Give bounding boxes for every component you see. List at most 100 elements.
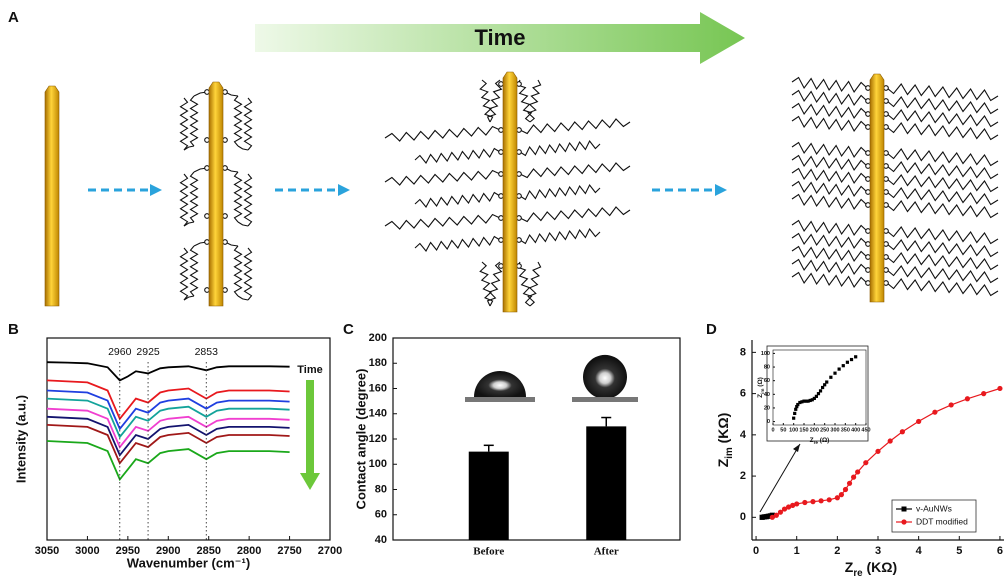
alkyl-chain (179, 173, 189, 227)
spectrum-line (46, 440, 290, 482)
data-point (796, 402, 800, 407)
thiol-anchor (883, 254, 889, 260)
thiol-anchor (865, 241, 871, 247)
data-point (793, 411, 797, 416)
thiol-anchor (516, 81, 522, 87)
data-point (816, 392, 821, 396)
axis-label-part: im (724, 447, 735, 459)
alkyl-chain (527, 261, 542, 307)
alkyl-chain (179, 247, 189, 301)
thiol-anchor (865, 202, 871, 208)
chains (179, 76, 999, 307)
thiol-anchor (516, 127, 522, 133)
thiol-anchor (204, 165, 210, 171)
alkyl-chain (791, 219, 868, 237)
data-point (773, 512, 779, 518)
alkyl-chain (791, 141, 868, 159)
alkyl-chain (237, 221, 249, 227)
thiol-anchor (883, 150, 889, 156)
axis-label-part: (KΩ) (715, 413, 731, 448)
process-arrows (88, 184, 727, 196)
axis-label-part: Z (715, 458, 731, 467)
axis-label: Zim (KΩ) (715, 413, 735, 468)
axes-frame (772, 349, 867, 426)
data-point (794, 407, 798, 411)
reference-label: 2853 (195, 346, 219, 358)
annotation: Time (297, 364, 322, 376)
thiol-anchor (883, 202, 889, 208)
y-tick-label: 40 (764, 392, 770, 398)
alkyl-chain (886, 187, 999, 206)
thiol-anchor (204, 89, 210, 95)
x-tick-label: 2950 (116, 545, 140, 557)
x-tick-label: 5 (956, 545, 962, 557)
thiol-anchor (222, 89, 228, 95)
x-tick-label: 2 (834, 545, 840, 557)
time-label: Time (475, 25, 526, 50)
y-tick-label: 60 (764, 378, 770, 384)
x-tick-label: 1 (794, 545, 800, 557)
nanowire (44, 85, 60, 307)
axis-label: Wavenumber (cm⁻¹) (127, 555, 250, 570)
alkyl-chain (183, 145, 195, 151)
x-tick-label: 2700 (318, 545, 342, 557)
data-point (818, 498, 824, 504)
arrow-head (338, 184, 350, 196)
spectrum-line (46, 424, 290, 465)
nanowire (502, 71, 518, 313)
data-point (800, 400, 804, 404)
x-tick-label: 2800 (237, 545, 261, 557)
data-point (790, 502, 796, 508)
alkyl-chain (486, 261, 503, 307)
alkyl-chain (791, 115, 868, 133)
alkyl-chain (233, 171, 243, 223)
alkyl-chain (233, 245, 243, 297)
thiol-anchor (865, 254, 871, 260)
thiol-anchor (498, 81, 504, 87)
spectrum-line (46, 397, 290, 439)
data-point (829, 375, 833, 379)
alkyl-chain (243, 97, 253, 151)
thiol-anchor (498, 171, 504, 177)
alkyl-chain (519, 118, 631, 135)
thiol-anchor (865, 280, 871, 286)
data-point (948, 402, 954, 408)
y-tick-label: 100 (761, 351, 770, 357)
x-tick-label: 2850 (196, 545, 220, 557)
alkyl-chain (183, 295, 195, 301)
time-arrow (255, 12, 745, 64)
alkyl-chain (886, 239, 999, 258)
thiol-anchor (865, 150, 871, 156)
annotation-arrow-head (300, 473, 320, 490)
x-tick-label: 6 (997, 545, 1003, 557)
legend-marker (901, 506, 907, 512)
x-tick-label: 450 (861, 427, 870, 433)
data-point (792, 416, 796, 420)
data-point (997, 385, 1003, 392)
bar (468, 451, 509, 540)
thiol-anchor (883, 163, 889, 169)
thiol-anchor (222, 287, 228, 293)
x-tick-label: After (594, 546, 619, 558)
axis-label: Contact angle (degree) (353, 369, 368, 510)
spectrum-line (46, 407, 290, 449)
data-point (777, 509, 784, 515)
x-tick-label: Before (473, 546, 504, 558)
y-tick-label: 2 (740, 470, 746, 482)
x-tick-label: 0 (753, 545, 759, 557)
alkyl-chain (179, 97, 189, 151)
alkyl-chain (791, 154, 868, 172)
thiol-anchor (883, 176, 889, 182)
data-point (837, 367, 841, 371)
spectrum-line (46, 361, 290, 382)
arrow-head (793, 444, 800, 452)
axis-label-part: Z (810, 437, 814, 444)
y-tick-label: 60 (375, 509, 387, 521)
y-tick-label: 180 (369, 357, 387, 369)
alkyl-chain (243, 173, 253, 227)
alkyl-chain (886, 265, 999, 284)
data-point (810, 499, 816, 505)
thiol-anchor (516, 215, 522, 221)
alkyl-chain (243, 247, 253, 301)
